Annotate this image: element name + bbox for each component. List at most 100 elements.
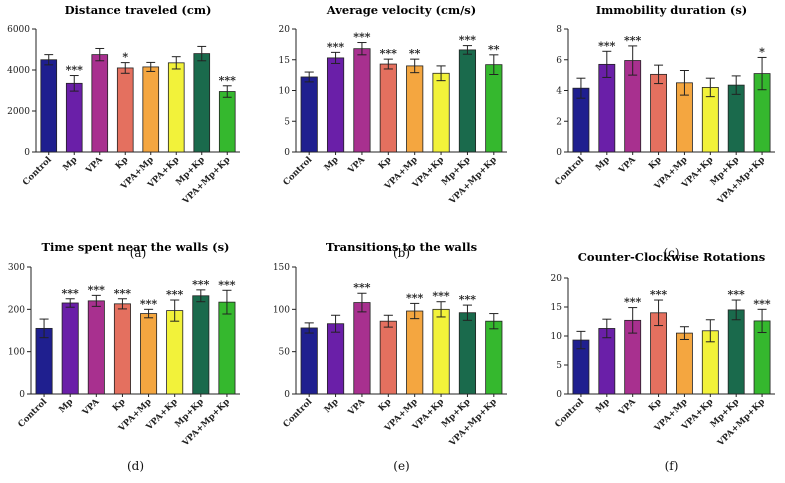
significance-label: *** xyxy=(140,297,158,310)
y-tick-label: 15 xyxy=(279,56,291,66)
chart-title: Distance traveled (cm) xyxy=(65,3,212,17)
y-tick-label: 4000 xyxy=(7,66,30,76)
significance-label: *** xyxy=(380,47,398,60)
category-label: VPA xyxy=(84,155,106,177)
bar xyxy=(300,327,318,395)
bar xyxy=(353,48,371,153)
bar xyxy=(91,54,109,153)
panel-label: (f) xyxy=(665,459,679,473)
category-label: VPA+Mp+Kp xyxy=(447,155,499,207)
category-label: VPA+Mp+Kp xyxy=(715,397,767,449)
significance-label: *** xyxy=(650,288,668,301)
category-label: Mp xyxy=(323,155,341,173)
y-tick-label: 10 xyxy=(551,332,563,342)
bar xyxy=(485,64,503,153)
bar xyxy=(458,49,477,153)
bar xyxy=(458,312,477,395)
category-label: Control xyxy=(16,397,49,430)
significance-label: *** xyxy=(753,297,771,310)
y-tick-label: 6000 xyxy=(7,25,30,35)
y-tick-label: 20 xyxy=(279,25,291,35)
y-tick-label: 2000 xyxy=(7,107,30,117)
significance-label: *** xyxy=(353,281,371,294)
y-tick-label: 0 xyxy=(19,390,25,400)
significance-label: * xyxy=(759,45,765,58)
bar xyxy=(65,82,83,153)
bar xyxy=(193,53,211,153)
y-tick-label: 6 xyxy=(556,56,562,66)
bar xyxy=(142,66,160,153)
bar xyxy=(87,300,105,395)
category-label: Mp xyxy=(594,155,612,173)
significance-label: ** xyxy=(488,43,500,56)
chart-panel-b: Average velocity (cm/s) 0 5 10 15 20 Control **… xyxy=(279,3,507,260)
y-tick-label: 50 xyxy=(279,348,291,358)
bar xyxy=(727,309,745,395)
significance-label: *** xyxy=(66,64,84,77)
y-tick-label: 0 xyxy=(556,148,562,158)
significance-label: *** xyxy=(62,287,80,300)
bar xyxy=(166,310,184,395)
category-label: VPA+Mp+Kp xyxy=(715,155,767,207)
bar xyxy=(326,323,345,395)
category-label: Control xyxy=(553,155,586,188)
significance-label: ** xyxy=(409,47,421,60)
panel-label: (c) xyxy=(663,246,679,260)
y-tick-label: 10 xyxy=(279,87,291,97)
chart-title: Immobility duration (s) xyxy=(596,3,748,17)
bar xyxy=(650,73,667,153)
category-label: VPA xyxy=(616,397,638,419)
y-tick-label: 0 xyxy=(284,390,290,400)
category-label: Control xyxy=(553,397,586,430)
category-label: Control xyxy=(282,397,315,430)
significance-label: *** xyxy=(728,288,746,301)
y-tick-label: 100 xyxy=(8,348,25,358)
y-tick-label: 150 xyxy=(273,263,290,273)
bar xyxy=(406,310,424,395)
bar xyxy=(35,327,53,395)
significance-label: * xyxy=(122,51,128,64)
chart-panel-c: Immobility duration (s) 0 2 4 6 8 Control *** Mp… xyxy=(553,3,775,260)
significance-label: *** xyxy=(218,278,236,291)
significance-label: *** xyxy=(88,283,106,296)
bar xyxy=(432,72,450,153)
category-label: Mp xyxy=(57,397,75,415)
category-label: VPA+Mp+Kp xyxy=(180,397,232,449)
bar xyxy=(61,302,79,395)
y-tick-label: 0 xyxy=(284,148,290,158)
chart-title: Counter-Clockwise Rotations xyxy=(578,250,765,264)
significance-label: *** xyxy=(624,34,642,47)
bar xyxy=(40,59,58,153)
chart-title: Average velocity (cm/s) xyxy=(326,3,476,17)
y-tick-label: 8 xyxy=(556,25,562,35)
bar xyxy=(167,62,185,153)
category-label: VPA xyxy=(80,397,102,419)
y-tick-label: 5 xyxy=(556,361,562,371)
y-tick-label: 0 xyxy=(556,390,562,400)
bar xyxy=(192,295,210,395)
bar xyxy=(326,57,345,153)
significance-label: *** xyxy=(432,290,450,303)
category-label: VPA+Mp+Kp xyxy=(447,397,499,449)
category-label: VPA xyxy=(346,155,368,177)
y-tick-label: 100 xyxy=(273,305,290,315)
bar xyxy=(379,320,397,395)
bar xyxy=(379,63,397,153)
bar xyxy=(218,301,236,395)
significance-label: *** xyxy=(114,287,132,300)
bar xyxy=(140,313,158,395)
bar xyxy=(485,320,503,395)
bar xyxy=(727,84,745,153)
category-label: Kp xyxy=(111,397,128,414)
bar xyxy=(598,328,616,395)
category-label: Kp xyxy=(114,155,131,172)
category-label: Control xyxy=(21,155,54,188)
significance-label: *** xyxy=(353,31,371,44)
category-label: VPA xyxy=(346,397,368,419)
panel-label: (d) xyxy=(127,459,144,473)
bar xyxy=(116,67,134,153)
significance-label: *** xyxy=(598,39,616,52)
y-tick-label: 20 xyxy=(551,274,563,284)
chart-title: Transitions to the walls xyxy=(326,240,477,254)
